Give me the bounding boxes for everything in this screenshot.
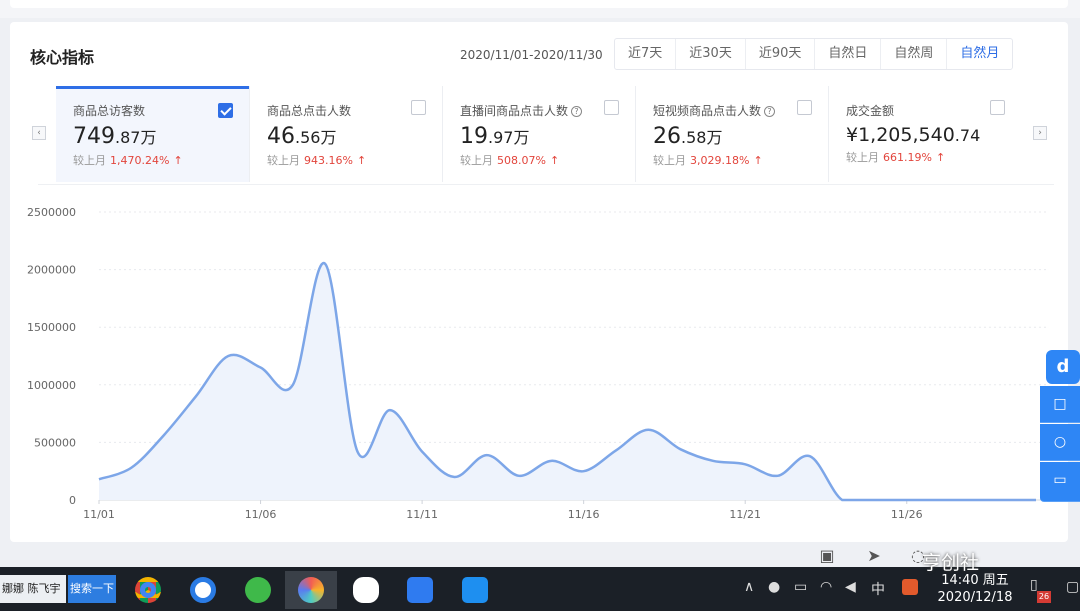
metric-label: 商品总点击人数	[267, 104, 352, 118]
battery-icon[interactable]: ▭	[794, 579, 808, 595]
tab-7-days[interactable]: 近7天	[615, 39, 677, 69]
metric-card-video-clicks[interactable]: 短视频商品点击人数? 26.58万 较上月 3,029.18% ↑	[635, 86, 828, 182]
notification-icon[interactable]: ▯	[1030, 577, 1038, 593]
top-card-edge	[10, 0, 1068, 8]
metric-compare: 较上月 1,470.24% ↑	[73, 154, 183, 167]
wifi-icon[interactable]: ◠	[820, 579, 833, 595]
qq-browser-icon[interactable]	[177, 571, 229, 609]
arrow-up-icon: ↑	[356, 154, 367, 167]
book-icon[interactable]: □	[1040, 386, 1080, 423]
metric-checkbox[interactable]	[604, 100, 619, 115]
picture-icon[interactable]	[285, 571, 337, 609]
taskbar: 娜娜 陈飞宇 搜索一下 ∧ ● ▭ ◠ ◀ 中 ▯ ▢	[0, 567, 1080, 611]
chevron-up-icon[interactable]: ∧	[744, 579, 755, 595]
metric-card-gmv[interactable]: 成交金额 ¥1,205,540.74 较上月 661.19% ↑	[828, 86, 1021, 182]
y-tick-label: 1000000	[27, 379, 76, 392]
x-tick-label: 11/21	[729, 508, 761, 521]
core-metrics-card: 核心指标 2020/11/01-2020/11/30 近7天 近30天 近90天…	[10, 22, 1068, 542]
series-line	[98, 262, 1036, 502]
metric-value: 46.56万	[267, 124, 337, 149]
metric-checkbox[interactable]	[218, 103, 233, 118]
show-desktop-icon[interactable]: ▢	[1066, 579, 1080, 595]
metric-checkbox[interactable]	[990, 100, 1005, 115]
trend-chart: 0 500000 1000000 1500000 2000000 2500000 11/01…	[27, 206, 1046, 521]
metric-label: 商品总访客数	[73, 104, 146, 118]
tab-30-days[interactable]: 近30天	[676, 39, 746, 69]
ime-indicator[interactable]: 中	[871, 582, 885, 598]
metric-card-visitors[interactable]: 商品总访客数 749.87万 较上月 1,470.24% ↑	[56, 86, 249, 182]
metric-value: 749.87万	[73, 124, 157, 149]
search-button[interactable]: 搜索一下	[68, 575, 116, 603]
metric-value: 26.58万	[653, 124, 723, 149]
metric-card-live-clicks[interactable]: 直播间商品点击人数? 19.97万 较上月 508.07% ↑	[442, 86, 635, 182]
x-tick-label: 11/16	[568, 508, 600, 521]
speech-icon[interactable]: ◌	[911, 546, 925, 565]
y-tick-label: 1500000	[27, 321, 76, 334]
headset-icon[interactable]: ○	[1040, 424, 1080, 461]
date-range: 2020/11/01-2020/11/30	[460, 48, 603, 62]
tab-natural-week[interactable]: 自然周	[881, 39, 948, 69]
metric-compare: 较上月 661.19% ↑	[846, 151, 946, 164]
y-tick-label: 500000	[34, 436, 76, 449]
arrow-up-icon: ↑	[935, 151, 946, 164]
x-tick-label: 11/26	[891, 508, 923, 521]
chrome-icon[interactable]	[122, 571, 174, 609]
arrow-up-icon: ↑	[753, 154, 763, 167]
metric-checkbox[interactable]	[411, 100, 426, 115]
series-area	[99, 263, 1036, 500]
metric-card-clicks[interactable]: 商品总点击人数 46.56万 较上月 943.16% ↑	[249, 86, 442, 182]
help-icon: ?	[571, 106, 583, 117]
next-metrics-button[interactable]: ›	[1033, 126, 1047, 140]
rocket-icon[interactable]: ➤	[867, 546, 881, 565]
arrow-up-icon: ↑	[549, 154, 560, 167]
x-tick-label: 11/06	[245, 508, 277, 521]
tab-natural-month[interactable]: 自然月	[960, 46, 1000, 61]
notification-badge: 26	[1037, 591, 1051, 603]
watermark: 亨创社	[922, 552, 980, 574]
divider	[38, 184, 1054, 185]
sogou-icon[interactable]	[902, 579, 918, 595]
prev-metrics-button[interactable]: ‹	[32, 126, 46, 140]
metric-checkbox[interactable]	[797, 100, 812, 115]
volume-icon[interactable]: ◀	[845, 579, 856, 595]
x-tick-label: 11/11	[406, 508, 438, 521]
y-tick-label: 2500000	[27, 206, 76, 219]
tab-90-days[interactable]: 近90天	[746, 39, 816, 69]
arrow-up-icon: ↑	[173, 154, 183, 167]
wechat-icon[interactable]	[340, 571, 392, 609]
image-icon[interactable]: ▣	[819, 546, 835, 565]
metric-value: 19.97万	[460, 124, 530, 149]
clock-date: 2020/12/18	[937, 590, 1013, 605]
period-tabs: 近7天 近30天 近90天 自然日 自然周 自然月	[614, 38, 1014, 70]
metric-compare: 较上月 943.16% ↑	[267, 154, 367, 167]
help-icon: ?	[764, 106, 776, 117]
metric-label: 成交金额	[846, 104, 895, 118]
360-tray-icon[interactable]: ●	[768, 579, 781, 595]
y-tick-label: 2000000	[27, 264, 76, 277]
page-title: 核心指标	[30, 48, 95, 67]
sidebar-logo[interactable]: d	[1046, 350, 1080, 384]
y-tick-label: 0	[69, 494, 76, 507]
message-icon[interactable]: ▭	[1040, 462, 1080, 502]
metric-label: 短视频商品点击人数?	[653, 102, 828, 119]
taskbar-user[interactable]: 娜娜 陈飞宇	[0, 575, 66, 603]
taskbar-clock[interactable]: 14:40 周五 2020/12/18	[935, 572, 1015, 606]
metric-value: ¥1,205,540.74	[846, 124, 981, 146]
clock-time: 14:40 周五	[941, 573, 1009, 588]
kugou-icon[interactable]	[449, 571, 501, 609]
metric-label: 直播间商品点击人数?	[460, 102, 635, 119]
metric-compare: 较上月 3,029.18% ↑	[653, 154, 763, 167]
x-tick-label: 11/01	[83, 508, 115, 521]
wps-icon[interactable]	[394, 571, 446, 609]
360-icon[interactable]	[232, 571, 284, 609]
metric-compare: 较上月 508.07% ↑	[460, 154, 560, 167]
tab-natural-day[interactable]: 自然日	[815, 39, 882, 69]
